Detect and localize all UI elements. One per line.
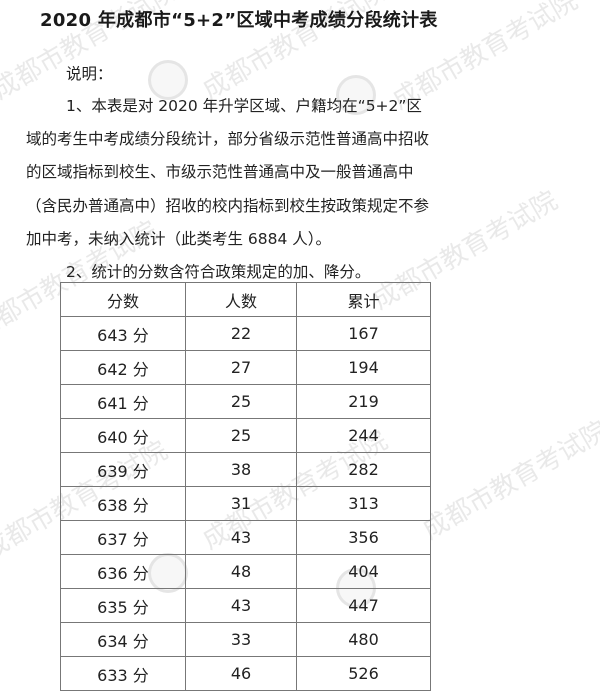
cell-score: 641 分 [60,384,186,419]
watermark: 成都市教育考试院 [417,415,600,546]
cell-cumulative: 167 [296,316,431,351]
cell-count: 43 [185,520,297,555]
cell-cumulative: 219 [296,384,431,419]
cell-cumulative: 404 [296,554,431,589]
cell-count: 33 [185,622,297,657]
table-header-row: 分数 人数 累计 [60,282,431,317]
notes-line: 域的考生中考成绩分段统计，部分省级示范性普通高中招收 [26,130,430,148]
cell-count: 48 [185,554,297,589]
cell-score: 640 分 [60,418,186,453]
score-table: 分数 人数 累计 643 分 22 167 642 分 27 194 641 分 25 219 6… [60,282,431,691]
cell-score: 633 分 [60,656,186,691]
notes-line: 1、本表是对 2020 年升学区域、户籍均在“5+2”区 [66,97,422,115]
cell-score: 637 分 [60,520,186,555]
table-row: 639 分 38 282 [60,452,431,487]
page-title: 2020 年成都市“5+2”区域中考成绩分段统计表 [40,10,438,31]
cell-cumulative: 313 [296,486,431,521]
table-row: 640 分 25 244 [60,418,431,453]
table-row: 641 分 25 219 [60,384,431,419]
cell-count: 43 [185,588,297,623]
cell-count: 22 [185,316,297,351]
table-row: 642 分 27 194 [60,350,431,385]
cell-score: 638 分 [60,486,186,521]
notes-line: 加中考，未纳入统计（此类考生 6884 人）。 [26,230,332,248]
cell-score: 635 分 [60,588,186,623]
table-row: 638 分 31 313 [60,486,431,521]
table-row: 643 分 22 167 [60,316,431,351]
cell-count: 31 [185,486,297,521]
cell-count: 27 [185,350,297,385]
cell-score: 643 分 [60,316,186,351]
table-row: 633 分 46 526 [60,656,431,691]
cell-cumulative: 447 [296,588,431,623]
cell-cumulative: 526 [296,656,431,691]
cell-score: 639 分 [60,452,186,487]
cell-cumulative: 356 [296,520,431,555]
header-count: 人数 [185,282,297,317]
cell-score: 634 分 [60,622,186,657]
notes-line: 的区域指标到校生、市级示范性普通高中及一般普通高中 [26,163,414,181]
cell-cumulative: 194 [296,350,431,385]
cell-cumulative: 480 [296,622,431,657]
notes-line: 2、统计的分数含符合政策规定的加、降分。 [66,263,371,281]
table-row: 636 分 48 404 [60,554,431,589]
cell-score: 636 分 [60,554,186,589]
cell-count: 38 [185,452,297,487]
table-row: 635 分 43 447 [60,588,431,623]
cell-count: 25 [185,418,297,453]
cell-score: 642 分 [60,350,186,385]
notes-heading: 说明： [66,65,113,83]
header-score: 分数 [60,282,186,317]
header-cumulative: 累计 [296,282,431,317]
seal-icon [148,60,188,100]
cell-cumulative: 244 [296,418,431,453]
table-row: 634 分 33 480 [60,622,431,657]
cell-count: 46 [185,656,297,691]
cell-count: 25 [185,384,297,419]
table-row: 637 分 43 356 [60,520,431,555]
notes-line: （含民办普通高中）招收的校内指标到校生按政策规定不参 [26,197,430,215]
cell-cumulative: 282 [296,452,431,487]
